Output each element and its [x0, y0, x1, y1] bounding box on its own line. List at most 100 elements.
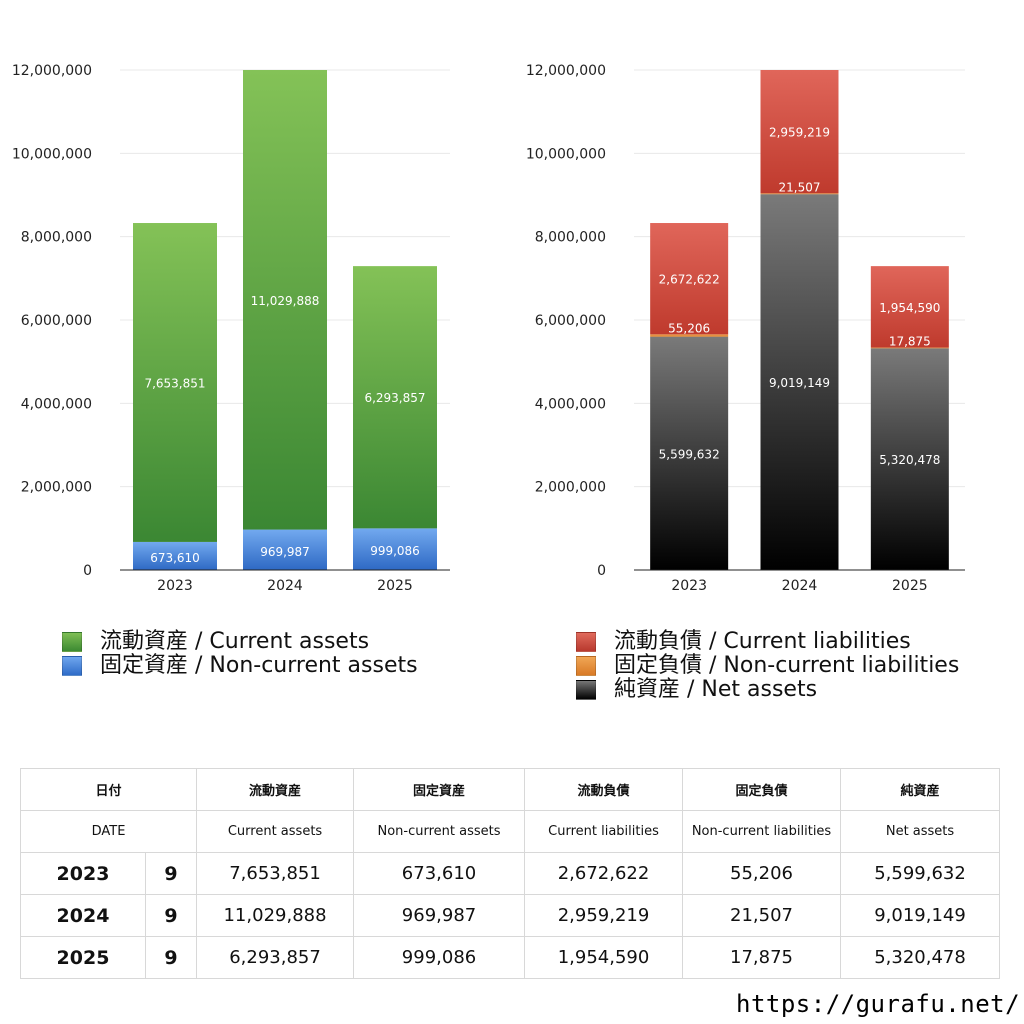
data-label-net-assets: 5,320,478	[879, 453, 940, 467]
legend-item-current-liabilities: 流動負債 / Current liabilities	[576, 630, 959, 654]
legend-label-current-assets: 流動資産 / Current assets	[100, 629, 370, 654]
data-label-current-liabilities: 2,959,219	[769, 126, 830, 140]
y-tick-label: 6,000,000	[535, 313, 606, 329]
header-non-current-liabilities-jp: 固定負債	[682, 768, 842, 811]
legend-label-current-liabilities: 流動負債 / Current liabilities	[614, 629, 911, 654]
y-tick-label: 4,000,000	[535, 396, 606, 412]
legend-item-net-assets: 純資産 / Net assets	[576, 678, 959, 702]
bar-segment-net-assets	[650, 336, 729, 570]
data-label-current-liabilities: 2,672,622	[659, 273, 720, 287]
y-tick-label: 8,000,000	[21, 230, 92, 246]
y-tick-label: 0	[597, 563, 606, 579]
x-tick-label: 2023	[671, 578, 707, 594]
bar-segment-non-current-assets	[243, 529, 327, 570]
assets-legend: 流動資産 / Current assets 固定資産 / Non-current…	[62, 630, 418, 678]
bar-segment-non-current-liabilities	[760, 193, 839, 195]
y-tick-label: 10,000,000	[526, 146, 606, 162]
footer-url: https://gurafu.net/	[736, 990, 1021, 1018]
header-current-assets-en: Current assets	[196, 810, 355, 853]
y-tick-label: 8,000,000	[535, 230, 606, 246]
bar-segment-current-liabilities	[650, 223, 729, 335]
header-date-en: DATE	[19, 810, 198, 853]
legend-swatch-net-assets	[576, 680, 596, 700]
table-header-en: DATE Current assets Non-current assets C…	[19, 810, 1001, 853]
header-non-current-assets-en: Non-current assets	[353, 810, 526, 853]
data-label-non-current-liabilities: 55,206	[668, 321, 710, 335]
header-current-liabilities-jp: 流動負債	[524, 768, 684, 811]
legend-item-non-current-liabilities: 固定負債 / Non-current liabilities	[576, 654, 959, 678]
financial-data-table: 日付 流動資産 固定資産 流動負債 固定負債 純資産 DATE Current …	[19, 768, 1001, 979]
row-year: 2023	[20, 852, 146, 895]
row-year: 2025	[20, 936, 146, 979]
header-net-assets-en: Net assets	[840, 810, 1001, 853]
bar-segment-non-current-liabilities	[650, 334, 729, 337]
legend-swatch-current-assets	[62, 632, 82, 652]
row-month: 9	[144, 894, 198, 937]
bar-segment-non-current-assets	[353, 528, 437, 570]
legend-item-current-assets: 流動資産 / Current assets	[62, 630, 418, 654]
row-month: 9	[144, 852, 198, 895]
header-non-current-liabilities-en: Non-current liabilities	[682, 810, 842, 853]
bar-segment-non-current-liabilities	[870, 347, 949, 349]
x-tick-label: 2025	[892, 578, 928, 594]
cell-non-current-liabilities: 55,206	[682, 852, 842, 895]
cell-current-assets: 6,293,857	[196, 936, 355, 979]
bar-segment-net-assets	[760, 194, 839, 570]
cell-net-assets: 5,320,478	[840, 936, 1001, 979]
data-label-non-current-assets: 999,086	[370, 544, 420, 558]
x-tick-label: 2024	[267, 578, 303, 594]
legend-swatch-current-liabilities	[576, 632, 596, 652]
bar-segment-net-assets	[870, 348, 949, 570]
legend-label-non-current-assets: 固定資産 / Non-current assets	[100, 653, 418, 678]
cell-current-assets: 7,653,851	[196, 852, 355, 895]
bar-segment-current-assets	[243, 70, 327, 530]
row-year: 2024	[20, 894, 146, 937]
table-row: 2023 9 7,653,851 673,610 2,672,622 55,20…	[20, 852, 1001, 895]
data-label-current-liabilities: 1,954,590	[879, 301, 940, 315]
bar-segment-current-liabilities	[870, 266, 949, 348]
legend-label-non-current-liabilities: 固定負債 / Non-current liabilities	[614, 653, 960, 678]
table-row: 2024 9 11,029,888 969,987 2,959,219 21,5…	[20, 894, 1001, 937]
cell-non-current-assets: 969,987	[353, 894, 526, 937]
y-tick-label: 2,000,000	[535, 480, 606, 496]
y-tick-label: 12,000,000	[12, 63, 92, 79]
data-label-net-assets: 5,599,632	[659, 447, 720, 461]
y-tick-label: 0	[83, 563, 92, 579]
header-date-jp: 日付	[19, 768, 198, 811]
y-tick-label: 4,000,000	[21, 396, 92, 412]
y-tick-label: 10,000,000	[12, 146, 92, 162]
bar-segment-current-liabilities	[760, 70, 839, 194]
data-label-non-current-assets: 969,987	[260, 545, 310, 559]
header-current-liabilities-en: Current liabilities	[524, 810, 684, 853]
cell-net-assets: 9,019,149	[840, 894, 1001, 937]
data-label-current-assets: 6,293,857	[364, 391, 425, 405]
x-tick-label: 2024	[782, 578, 818, 594]
legend-swatch-non-current-liabilities	[576, 656, 596, 676]
table-header-jp: 日付 流動資産 固定資産 流動負債 固定負債 純資産	[19, 768, 1001, 811]
assets-chart: 0 2,000,000 4,000,000 6,000,000 8,000,000 10,…	[12, 63, 450, 594]
cell-non-current-liabilities: 17,875	[682, 936, 842, 979]
data-label-non-current-assets: 673,610	[150, 551, 200, 565]
data-label-non-current-liabilities: 17,875	[889, 335, 931, 349]
cell-non-current-assets: 999,086	[353, 936, 526, 979]
row-month: 9	[144, 936, 198, 979]
header-current-assets-jp: 流動資産	[196, 768, 355, 811]
header-non-current-assets-jp: 固定資産	[353, 768, 526, 811]
y-tick-label: 2,000,000	[21, 480, 92, 496]
liabilities-legend: 流動負債 / Current liabilities 固定負債 / Non-cu…	[576, 630, 959, 702]
cell-non-current-assets: 673,610	[353, 852, 526, 895]
legend-item-non-current-assets: 固定資産 / Non-current assets	[62, 654, 418, 678]
cell-net-assets: 5,599,632	[840, 852, 1001, 895]
cell-current-assets: 11,029,888	[196, 894, 355, 937]
cell-current-liabilities: 1,954,590	[524, 936, 684, 979]
cell-current-liabilities: 2,959,219	[524, 894, 684, 937]
legend-swatch-non-current-assets	[62, 656, 82, 676]
data-label-non-current-liabilities: 21,507	[779, 180, 821, 194]
bar-segment-current-assets	[133, 223, 217, 542]
y-tick-label: 12,000,000	[526, 63, 606, 79]
x-tick-label: 2023	[157, 578, 193, 594]
table-row: 2025 9 6,293,857 999,086 1,954,590 17,87…	[20, 936, 1001, 979]
cell-non-current-liabilities: 21,507	[682, 894, 842, 937]
bar-segment-current-assets	[353, 266, 437, 529]
header-net-assets-jp: 純資産	[840, 768, 1001, 811]
